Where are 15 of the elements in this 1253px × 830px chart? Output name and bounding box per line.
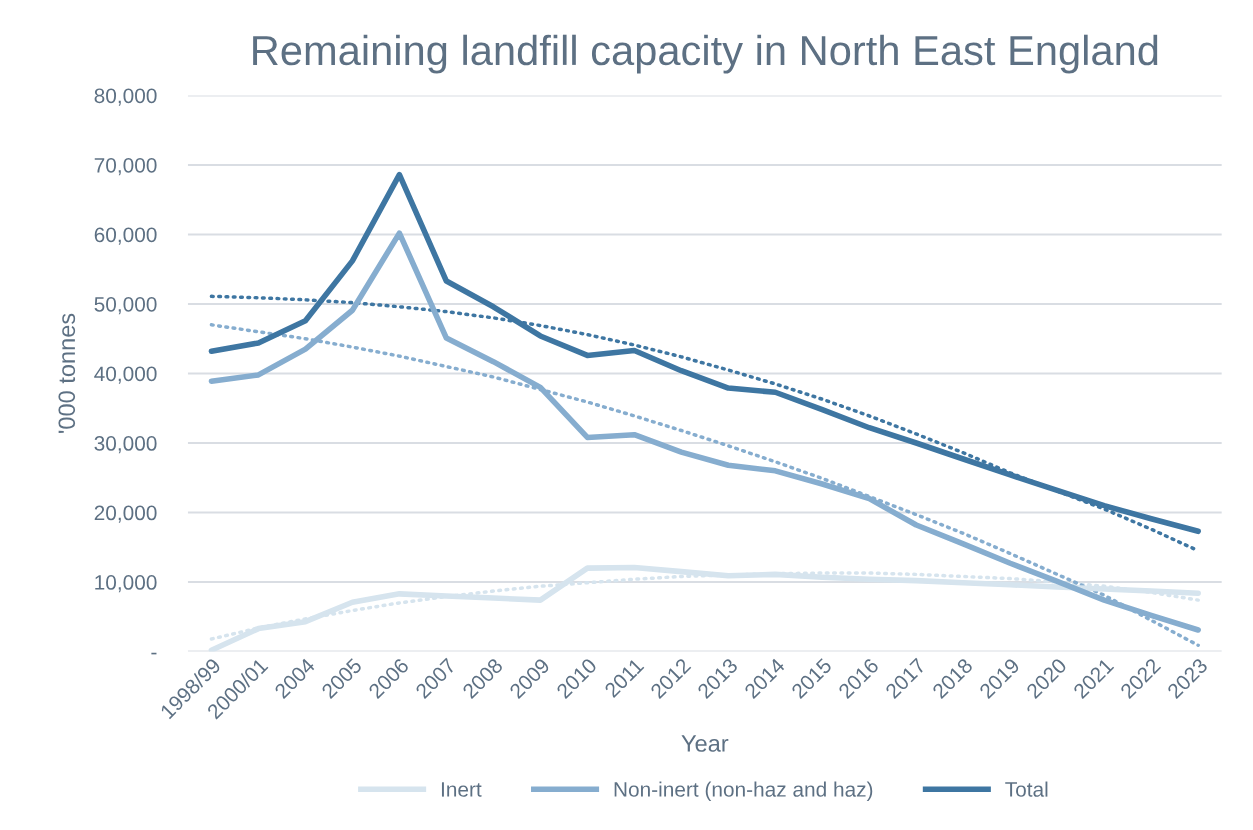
x-axis-title: Year [681, 735, 729, 752]
y-axis-title: '000 tonnes [58, 313, 76, 433]
y-tick-label: 60,000 [94, 227, 157, 245]
legend-label: Non-inert (non-haz and haz) [614, 781, 873, 801]
y-tick-label: 10,000 [95, 575, 157, 593]
legend-label: Inert [441, 782, 482, 797]
legend-label: Total [1005, 781, 1048, 797]
y-tick-label: 20,000 [94, 505, 157, 523]
y-tick-label: 30,000 [94, 436, 157, 454]
y-tick-label: 70,000 [94, 157, 157, 176]
chart-title: Remaining landfill capacity in North East England [253, 34, 1158, 74]
y-tick-label: - [151, 652, 157, 655]
y-tick-label: 50,000 [94, 296, 157, 315]
y-tick-label: 40,000 [94, 366, 157, 384]
y-tick-label: 80,000 [94, 88, 157, 106]
